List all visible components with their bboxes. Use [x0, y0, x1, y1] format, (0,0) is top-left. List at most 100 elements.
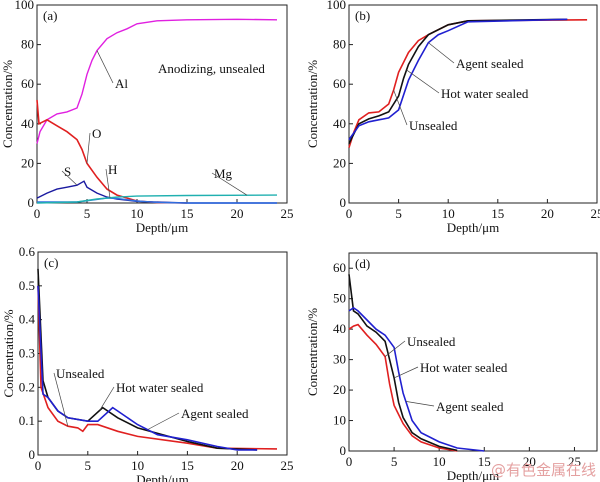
series-label: Unsealed [56, 366, 105, 381]
x-tick-label: 0 [346, 454, 353, 469]
y-tick-label: 0.3 [19, 346, 35, 361]
panel-label: (a) [43, 8, 57, 23]
y-tick-label: 80 [333, 37, 346, 52]
y-tick-label: 40 [333, 116, 346, 131]
y-tick-label: 30 [333, 352, 346, 367]
x-tick-label: 25 [281, 458, 294, 473]
x-tick-label: 10 [442, 206, 455, 221]
y-tick-label: 0 [340, 195, 347, 210]
series-label: S [64, 164, 71, 179]
x-tick-label: 5 [391, 454, 398, 469]
x-axis-label: Depth/μm [447, 220, 499, 235]
y-tick-label: 40 [21, 116, 34, 131]
series-line-agent-sealed [348, 306, 485, 452]
y-tick-label: 0.5 [19, 278, 35, 293]
panel-c: 0 5 10 15 20 25 0 0.1 0.2 0.3 0.4 0.5 0.6 Depth/μm Con… [1, 244, 294, 482]
x-axis-label: Depth/μm [136, 220, 188, 235]
leader-line [406, 69, 440, 94]
y-tick-label: 0 [28, 195, 35, 210]
series-label: Unsealed [407, 334, 456, 349]
x-tick-label: 15 [181, 458, 194, 473]
plot-frame [37, 251, 288, 456]
leader-line [99, 386, 115, 411]
panel-b: 0 5 10 15 20 25 0 20 40 60 80 100 Depth/μm Concentrat… [305, 0, 600, 235]
leader-line [393, 366, 419, 379]
leader-line [428, 42, 455, 64]
y-tick-label: 100 [327, 0, 347, 12]
y-tick-label: 0 [29, 447, 36, 462]
series-line-agent-sealed [37, 285, 258, 451]
series-line-agent-sealed [348, 18, 568, 141]
leader-line [384, 340, 406, 357]
series-line-o [36, 99, 188, 204]
watermark: @有色金属在线 [490, 461, 596, 479]
y-tick-label: 20 [333, 382, 346, 397]
x-tick-label: 20 [541, 206, 554, 221]
y-tick-label: 0.1 [19, 413, 35, 428]
y-axis-label: Concentration/% [305, 60, 320, 148]
series-line-unsealed [37, 285, 278, 450]
leader-line [105, 168, 111, 199]
y-tick-label: 0 [340, 443, 347, 458]
leader-line [96, 50, 114, 84]
series-label: Mg [214, 166, 233, 181]
panel-d: 0 5 10 15 20 25 0 10 20 30 40 50 60 Depth/μm Concentra… [305, 252, 598, 482]
y-tick-label: 0.6 [19, 244, 36, 259]
y-tick-label: 0.4 [19, 312, 36, 327]
series-label: Unsealed [409, 118, 458, 133]
x-tick-label: 15 [478, 454, 491, 469]
series-line-al [36, 18, 278, 144]
y-tick-label: 50 [333, 291, 346, 306]
x-tick-label: 10 [433, 454, 446, 469]
y-tick-label: 60 [333, 260, 346, 275]
x-tick-label: 15 [491, 206, 504, 221]
y-axis-label: Concentration/% [0, 60, 15, 148]
plot-frame [348, 4, 598, 204]
leader-line [53, 372, 69, 427]
x-tick-label: 5 [395, 206, 402, 221]
series-label: Al [115, 76, 128, 91]
series-line-unsealed [348, 323, 458, 452]
series-line-s [36, 180, 277, 204]
panel-a: 0 5 10 15 20 25 0 20 40 60 80 100 Depth/μm Concentrat… [0, 0, 294, 235]
x-axis-label: Depth/μm [447, 468, 499, 482]
x-tick-label: 10 [131, 458, 144, 473]
x-tick-label: 0 [346, 206, 353, 221]
plot-frame [348, 252, 598, 452]
series-label: Agent sealed [456, 56, 524, 71]
leader-line [393, 90, 408, 126]
y-tick-label: 100 [15, 0, 35, 12]
x-tick-label: 20 [231, 206, 244, 221]
series-line-unsealed [348, 19, 588, 148]
series-line-hot-water-sealed [348, 18, 568, 144]
y-tick-label: 20 [21, 155, 34, 170]
y-axis-label: Concentration/% [305, 308, 320, 396]
y-tick-label: 60 [21, 76, 34, 91]
x-tick-label: 20 [523, 454, 536, 469]
x-tick-label: 0 [35, 458, 42, 473]
series-line-hot-water-sealed [37, 268, 258, 451]
series-label: Hot water sealed [441, 86, 529, 101]
leader-line [211, 172, 248, 196]
y-axis-label: Concentration/% [1, 309, 16, 397]
x-tick-label: 5 [85, 458, 92, 473]
x-tick-label: 5 [84, 206, 91, 221]
x-tick-label: 15 [181, 206, 194, 221]
x-tick-label: 20 [231, 458, 244, 473]
panel-label: (b) [355, 8, 370, 23]
leader-line [61, 170, 78, 186]
series-label: Agent sealed [181, 406, 249, 421]
panel-annotation: Anodizing, unsealed [158, 61, 265, 76]
y-tick-label: 80 [21, 37, 34, 52]
series-label: O [92, 126, 101, 141]
panel-label: (d) [355, 256, 370, 271]
x-axis-label: Depth/μm [136, 472, 188, 482]
series-label: H [108, 162, 117, 177]
x-tick-label: 25 [281, 206, 294, 221]
plot-frame [36, 4, 288, 204]
leader-line [147, 412, 180, 430]
x-tick-label: 25 [591, 206, 600, 221]
leader-line [405, 401, 435, 407]
y-tick-label: 20 [333, 155, 346, 170]
